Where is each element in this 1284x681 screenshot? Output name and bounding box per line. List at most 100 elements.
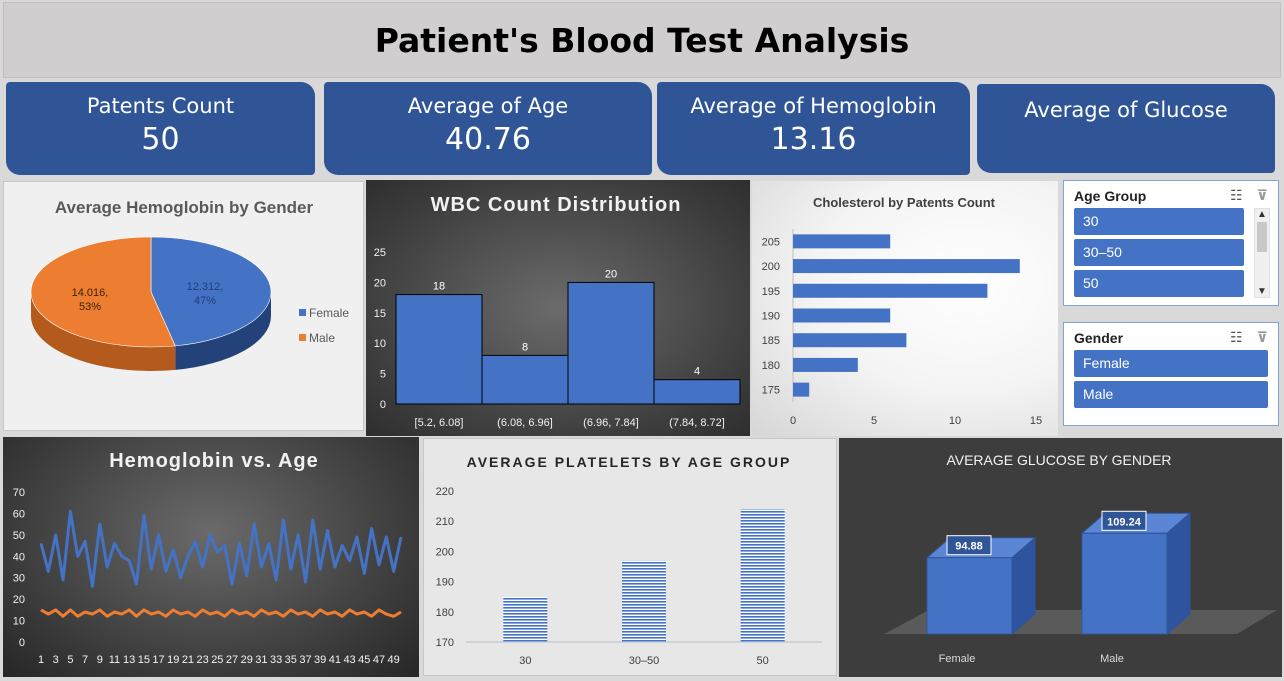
pie-data-label: 14.016, 53% (72, 287, 109, 313)
x-tick-label: 30–50 (629, 655, 660, 667)
x-tick-label: 10 (949, 415, 961, 427)
gluc-svg: AVERAGE GLUCOSE BY GENDER 94.88 Female 109… (884, 452, 1277, 665)
legend-swatch-female (299, 309, 306, 316)
clear-filter-icon[interactable]: ⊽ (1256, 329, 1268, 345)
kpi-value: 13.16 (770, 122, 857, 157)
y-tick-label: 0 (19, 637, 25, 649)
pie-slice-side (31, 292, 176, 371)
y-tick-label: 190 (436, 577, 454, 589)
x-tick-label: Female (939, 653, 976, 665)
x-tick-label: 27 (226, 654, 238, 666)
slicer-title: Age Group (1074, 187, 1147, 204)
x-tick-label: 25 (211, 654, 223, 666)
bar-data-label: 20 (605, 268, 617, 280)
hemoglobin-vs-age-chart: Hemoglobin vs. Age 0 10 20 30 40 50 60 70 1 3 5 7 9 1… (3, 437, 419, 677)
x-tick-label: 23 (197, 654, 209, 666)
y-tick-label: 200 (436, 546, 454, 558)
x-tick-label: 3 (53, 654, 59, 666)
y-tick-label: 70 (13, 487, 25, 499)
x-tick-label: 43 (343, 654, 355, 666)
x-tick-label: 49 (388, 654, 400, 666)
x-tick-label: 30 (519, 655, 531, 667)
pie-svg: Average Hemoglobin by Gender 12.312, 47% 1… (30, 198, 349, 371)
x-tick-label: 31 (255, 654, 267, 666)
kpi-label: Patents Count (86, 94, 235, 118)
pie-data-label: 12.312, 47% (187, 281, 224, 307)
wbc-bar (653, 379, 741, 405)
slicer-item-50[interactable]: 50 (1074, 270, 1244, 297)
x-tick-label: 50 (757, 655, 769, 667)
cholesterol-bar (793, 357, 858, 372)
scroll-down-icon[interactable]: ▼ (1257, 286, 1267, 297)
page-title: Patient's Blood Test Analysis (374, 20, 910, 60)
x-tick-label: 0 (790, 415, 796, 427)
multi-select-icon[interactable]: ☷ (1230, 329, 1243, 345)
x-tick-label: 29 (241, 654, 253, 666)
age-group-slicer: Age Group ☷ ⊽ 30 30–50 50 ▲ ▼ (1063, 180, 1279, 306)
y-tick-label: 205 (762, 236, 780, 248)
platelet-bar (740, 509, 785, 642)
x-tick-label: 47 (373, 654, 385, 666)
pie-slice-female (150, 236, 272, 347)
wbc-bar (567, 281, 655, 405)
clear-filter-icon[interactable]: ⊽ (1256, 187, 1268, 203)
slicer-item-female[interactable]: Female (1074, 350, 1268, 377)
wbc-bar (395, 294, 483, 405)
slicer-item-30-50[interactable]: 30–50 (1074, 239, 1244, 266)
cholesterol-bar (793, 333, 907, 348)
chart-title: Cholesterol by Patents Count (813, 195, 996, 210)
x-tick-label: Male (1100, 653, 1124, 665)
platelets-chart: AVERAGE PLATELETS BY AGE GROUP 170 180 190… (423, 438, 837, 676)
wbc-bar (481, 354, 569, 405)
chart-title: Average Hemoglobin by Gender (55, 198, 314, 217)
slicer-scrollbar[interactable]: ▲ ▼ (1254, 208, 1270, 298)
kpi-patients-count: Patents Count 50 (6, 82, 315, 175)
kpi-value: 40.76 (445, 122, 531, 157)
platelet-bar (503, 596, 548, 642)
legend-swatch-male (299, 334, 306, 341)
x-tick-label: 35 (285, 654, 297, 666)
slicer-title: Gender (1074, 329, 1124, 346)
chol-svg: Cholesterol by Patents Count 205 200 195 19… (762, 195, 1042, 427)
gender-slicer: Gender ☷ ⊽ Female Male (1063, 322, 1279, 426)
y-tick-label: 40 (13, 551, 25, 563)
y-tick-label: 190 (762, 311, 780, 323)
x-tick-label: [5.2, 6.08] (415, 417, 464, 429)
y-tick-label: 0 (380, 399, 386, 411)
scroll-up-icon[interactable]: ▲ (1257, 209, 1267, 220)
wbc-distribution-chart: WBC Count Distribution 0 5 10 15 20 25 18 [5.2,… (366, 180, 750, 436)
y-tick-label: 195 (762, 286, 780, 298)
slicer-item-30[interactable]: 30 (1074, 208, 1244, 235)
bar-side (1166, 512, 1191, 636)
bar-data-label-box (946, 535, 992, 556)
platelet-bar (622, 560, 666, 642)
glucose-by-gender-chart: AVERAGE GLUCOSE BY GENDER 94.88 Female 109… (839, 438, 1282, 677)
hemoglobin-by-gender-chart: Average Hemoglobin by Gender 12.312, 47% 1… (3, 181, 364, 431)
x-tick-label: (7.84, 8.72] (669, 417, 725, 429)
x-tick-label: 1 (38, 654, 44, 666)
legend-entry-male: Male (309, 331, 335, 345)
x-tick-label: 39 (314, 654, 326, 666)
y-tick-label: 50 (13, 530, 25, 542)
x-tick-label: 5 (67, 654, 73, 666)
glucose-bar (1081, 532, 1168, 635)
cholesterol-chart: Cholesterol by Patents Count 205 200 195 19… (752, 181, 1058, 436)
kpi-label: Average of Glucose (1024, 98, 1228, 122)
multi-select-icon[interactable]: ☷ (1230, 187, 1243, 203)
x-tick-label: 33 (270, 654, 282, 666)
y-tick-label: 10 (374, 338, 386, 350)
x-tick-label: 37 (299, 654, 311, 666)
x-tick-label: 41 (329, 654, 341, 666)
y-tick-label: 220 (436, 486, 454, 498)
y-tick-label: 200 (762, 261, 780, 273)
x-tick-label: 45 (358, 654, 370, 666)
y-tick-label: 5 (380, 369, 386, 381)
scroll-thumb[interactable] (1257, 222, 1267, 252)
slicer-item-male[interactable]: Male (1074, 381, 1268, 408)
bar-data-label-box (1101, 510, 1147, 531)
cholesterol-bar (793, 259, 1020, 274)
x-tick-label: 9 (97, 654, 103, 666)
legend-entry-female: Female (309, 306, 349, 320)
